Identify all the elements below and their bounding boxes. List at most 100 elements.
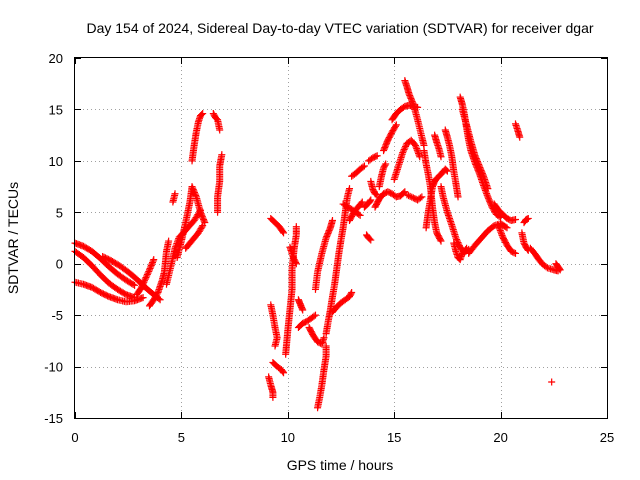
data-point [461,246,469,254]
data-point [476,163,484,171]
data-point [280,369,288,377]
data-point [484,194,492,202]
data-point [139,280,147,288]
data-point [359,163,367,171]
data-point [473,158,481,166]
data-point [138,281,146,289]
data-point [381,161,389,169]
data-point [311,311,319,319]
series-arc-v [305,323,328,348]
data-point [556,266,564,274]
data-point [355,210,363,218]
data-point [148,260,156,268]
data-point [495,223,503,231]
series-arc-c [71,278,147,306]
data-point [453,236,461,244]
series-arc-al [401,77,428,149]
data-point [405,192,413,200]
data-point [524,214,532,222]
data-point [483,190,491,198]
data-point [328,217,336,225]
data-point [485,196,493,204]
data-point [486,199,494,207]
data-point [199,110,207,118]
series-arc-an [403,191,426,204]
y-tick-label: 20 [49,51,63,66]
data-point [455,240,463,248]
data-point [408,97,416,105]
data-point [279,368,287,376]
series-arc-af [365,152,381,165]
data-point [463,244,471,252]
series-arc-am [390,136,424,183]
data-point [475,162,483,170]
data-point [497,228,505,236]
data-point [145,267,153,275]
data-point [443,167,451,175]
data-point [292,258,300,266]
series-arc-i [173,183,209,262]
data-point [324,230,332,238]
data-point [475,161,483,169]
data-point [402,142,410,150]
data-point [197,210,205,218]
data-point [366,197,374,205]
y-tick-label: 0 [56,257,63,272]
series-arc-w [311,217,336,293]
data-point [138,283,146,291]
series-arc-ba [518,229,532,254]
data-point [292,260,300,268]
series-arc-p [269,358,288,377]
data-point [200,217,208,225]
data-point [510,249,518,257]
y-tick-label: 5 [56,205,63,220]
series-arc-m [214,151,226,216]
data-point [172,243,180,251]
series-arc-bc [526,244,562,275]
data-point [382,141,390,149]
series-arc-be [548,378,556,386]
x-tick-label: 5 [178,430,185,445]
data-point [392,121,400,129]
plot-frame [74,57,608,419]
data-point [502,223,510,231]
data-point [372,152,380,160]
data-point [366,235,374,243]
data-point [279,228,287,236]
data-point [373,152,381,160]
series-arc-aq [431,131,445,161]
data-point [391,122,399,130]
data-point [380,145,388,153]
data-point [143,272,151,280]
data-point [348,289,356,297]
y-tick-labels: 20 15 10 5 0 -5 -10 -15 [44,51,63,426]
axis-ticks [75,58,608,419]
data-point [555,265,563,273]
data-point [189,186,197,194]
data-point [144,269,152,277]
data-point [347,290,355,298]
data-point [473,156,481,164]
data-point [190,187,198,195]
x-tick-label: 10 [281,430,295,445]
y-tick-label: 10 [49,154,63,169]
series-arc-aj [380,121,400,155]
data-point [413,146,421,154]
x-tick-label: 15 [387,430,401,445]
data-point [156,296,164,304]
series-arc-ap [422,165,451,232]
data-point [403,191,411,199]
x-tick-labels: 0 5 10 15 20 25 [71,430,614,445]
data-point [503,224,511,232]
data-point [477,166,485,174]
y-axis-title: SDTVAR / TECUs [5,182,21,294]
data-point [471,152,479,160]
x-tick-label: 20 [493,430,507,445]
series-arc-bb [520,214,532,227]
data-point [141,277,149,285]
data-point [511,215,519,223]
data-point [146,264,154,272]
series-arc-ay [494,222,519,257]
